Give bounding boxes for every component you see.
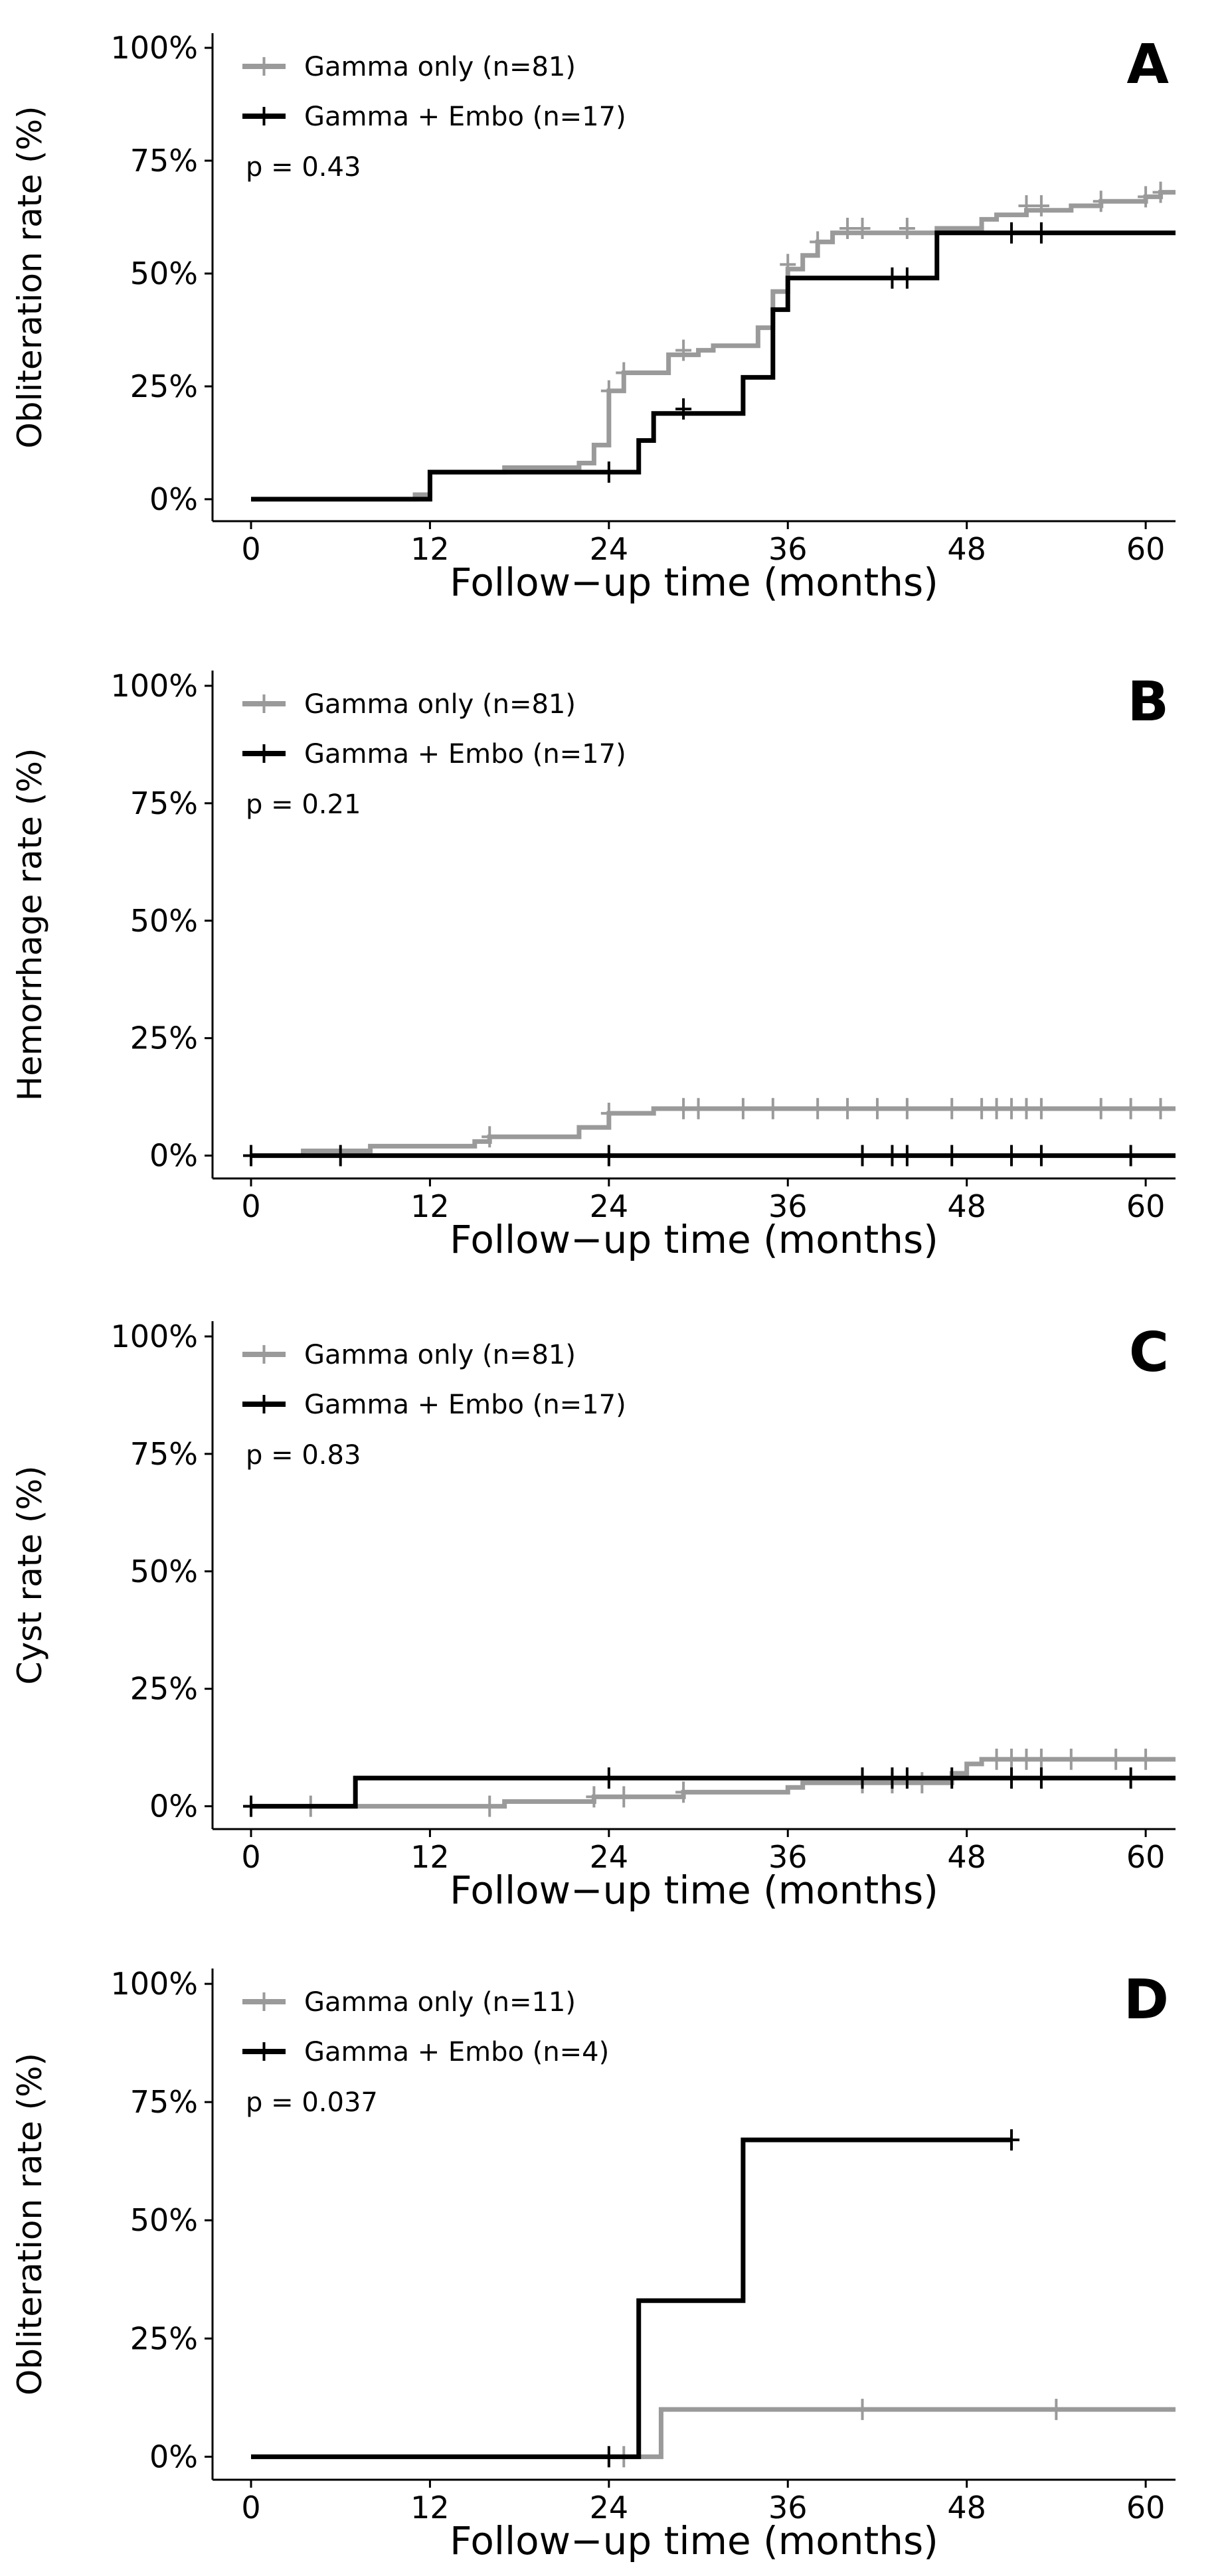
panel-d-legend-label-2: Gamma + Embo (n=4) [304,2037,609,2067]
panel-b-y-axis-title: Hemorrhage rate (%) [11,748,49,1101]
panel-c-y-tick-label: 25% [130,1671,198,1707]
panel-a-x-axis-title: Follow−up time (months) [450,560,938,605]
panel-a-x-tick-label: 24 [590,531,629,567]
panel-b-x-tick-label: 24 [590,1188,629,1224]
panel-b-series-1-curve [301,1106,1176,1156]
panel-d-p-value: p = 0.037 [246,2087,378,2118]
panel-c-x-tick-label: 12 [410,1839,450,1875]
panel-a-x-tick-label: 0 [241,531,260,567]
panel-a-legend-label-2: Gamma + Embo (n=17) [304,102,626,132]
panel-b-p-value: p = 0.21 [246,789,361,820]
panel-a-series-2-curve [251,230,1176,502]
panel-c-x-tick-label: 48 [947,1839,986,1875]
panel-a-y-tick-label: 100% [110,30,198,66]
panel-d: 0 12 24 36 48 60 0% 25% 50% 75% 100% Follow−up time… [11,1966,1176,2563]
panel-c-x-tick-label: 60 [1126,1839,1166,1875]
panel-a-x-tick-label: 48 [947,531,986,567]
panel-a-y-tick-label: 25% [130,368,198,404]
panel-c: 0 12 24 36 48 60 0% 25% 50% 75% 100% Follow−up time… [11,1319,1176,1913]
panel-b-y-tick-label: 25% [130,1020,198,1056]
panel-c-x-tick-label: 24 [590,1839,629,1875]
panel-c-x-tick-label: 0 [241,1839,260,1875]
panel-a-y-tick-label: 50% [130,256,198,291]
panel-a-x-tick-label: 36 [768,531,808,567]
panel-b-x-axis-title: Follow−up time (months) [450,1217,938,1262]
panel-c-y-tick-label: 50% [130,1554,198,1589]
panel-c-legend-label-2: Gamma + Embo (n=17) [304,1390,626,1420]
panel-d-x-tick-label: 36 [768,2490,808,2526]
panel-d-x-axis-title: Follow−up time (months) [450,2518,938,2563]
panel-c-x-tick-label: 36 [768,1839,808,1875]
panel-a-y-axis-title: Obliteration rate (%) [11,106,49,448]
panel-c-series-2-curve [251,1775,1176,1809]
panel-a-x-tick-label: 12 [410,531,450,567]
panel-c-y-tick-label: 75% [130,1436,198,1472]
panel-d-y-axis-title: Obliteration rate (%) [11,2053,49,2395]
panel-a-x-tick-label: 60 [1126,531,1166,567]
panel-c-p-value: p = 0.83 [246,1440,361,1471]
panel-a-series-1-curve [251,190,1176,502]
panel-b-y-tick-label: 100% [110,668,198,704]
panel-c-y-axis-title: Cyst rate (%) [11,1465,49,1684]
panel-b-x-tick-label: 60 [1126,1188,1166,1224]
panel-b-x-tick-label: 48 [947,1188,986,1224]
panel-a-p-value: p = 0.43 [246,152,361,183]
panel-d-x-tick-label: 48 [947,2490,986,2526]
panel-b-x-tick-label: 12 [410,1188,450,1224]
panel-d-y-tick-label: 0% [149,2439,198,2474]
panel-d-y-tick-label: 100% [110,1966,198,2002]
panel-c-series-1-curve [251,1757,1176,1809]
panel-d-x-tick-label: 60 [1126,2490,1166,2526]
panel-d-y-tick-label: 75% [130,2084,198,2120]
panel-c-y-tick-label: 100% [110,1319,198,1354]
panel-a-letter: A [1127,33,1170,96]
panel-b-legend-label-1: Gamma only (n=81) [304,689,576,720]
panel-d-x-tick-label: 24 [590,2490,629,2526]
panel-b-x-tick-label: 36 [768,1188,808,1224]
panel-c-y-tick-label: 0% [149,1789,198,1824]
panel-b-x-tick-label: 0 [241,1188,260,1224]
panel-b-letter: B [1127,671,1169,734]
panel-a-legend-label-1: Gamma only (n=81) [304,52,576,82]
panel-d-y-tick-label: 50% [130,2202,198,2238]
panel-d-series-2-curve [251,2137,1012,2459]
panel-a-y-tick-label: 75% [130,143,198,179]
panel-d-series-1-curve [251,2407,1176,2459]
panel-b-y-tick-label: 50% [130,903,198,939]
panel-d-x-tick-label: 12 [410,2490,450,2526]
panel-c-legend-label-1: Gamma only (n=81) [304,1340,576,1370]
panel-b-y-tick-label: 75% [130,785,198,821]
panel-c-x-axis-title: Follow−up time (months) [450,1868,938,1913]
panel-a: 0 12 24 36 48 60 0% 25% 50% 75% 100% Follow−up time… [11,30,1176,605]
panel-d-x-tick-label: 0 [241,2490,260,2526]
panel-d-y-tick-label: 25% [130,2320,198,2356]
panel-c-letter: C [1129,1321,1169,1384]
panel-b-legend-label-2: Gamma + Embo (n=17) [304,739,626,769]
panel-b: 0 12 24 36 48 60 0% 25% 50% 75% 100% Follow−up time… [11,668,1176,1262]
panel-b-y-tick-label: 0% [149,1138,198,1174]
panel-d-letter: D [1124,1969,1169,2032]
panel-a-y-tick-label: 0% [149,481,198,517]
panel-d-legend-label-1: Gamma only (n=11) [304,1987,576,2018]
